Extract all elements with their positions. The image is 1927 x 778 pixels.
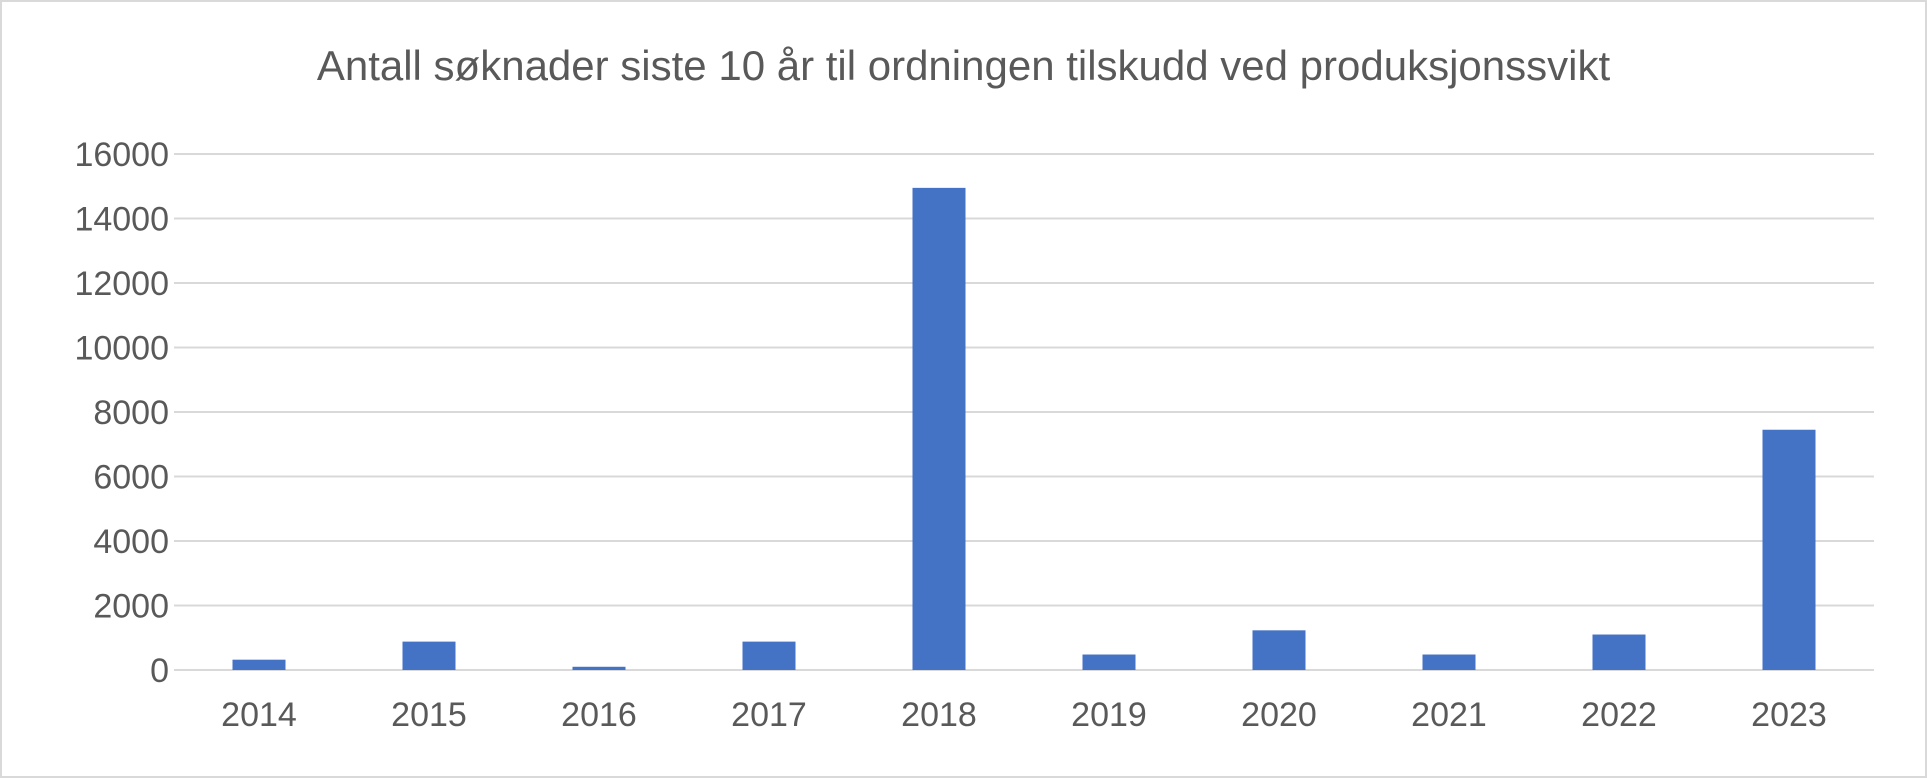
- y-tick-label: 14000: [74, 201, 169, 239]
- x-tick-label: 2022: [1581, 696, 1657, 734]
- y-tick-label: 16000: [74, 136, 169, 174]
- y-tick-label: 10000: [74, 330, 169, 368]
- y-tick-label: 2000: [93, 588, 169, 626]
- x-tick-label: 2014: [221, 696, 297, 734]
- y-tick-label: 6000: [93, 459, 169, 497]
- x-tick-label: 2018: [901, 696, 977, 734]
- x-tick-label: 2015: [391, 696, 467, 734]
- y-tick-label: 0: [150, 652, 169, 690]
- bar-2014: [232, 659, 286, 670]
- x-tick-label: 2016: [561, 696, 637, 734]
- x-tick-label: 2021: [1411, 696, 1487, 734]
- x-tick-label: 2020: [1241, 696, 1317, 734]
- y-axis-ticks: 0 2000 4000 6000 8000 10000 12000 14000 16000: [74, 136, 169, 690]
- x-tick-label: 2019: [1071, 696, 1147, 734]
- y-tick-label: 12000: [74, 265, 169, 303]
- y-tick-label: 8000: [93, 394, 169, 432]
- x-tick-label: 2017: [731, 696, 807, 734]
- bar-2015: [402, 641, 456, 670]
- bar-2017: [742, 641, 796, 670]
- gridlines: [174, 153, 1874, 671]
- bar-2021: [1422, 654, 1476, 670]
- bar-2022: [1592, 634, 1646, 670]
- bar-2023: [1762, 429, 1816, 670]
- x-axis-ticks: 2014 2015 2016 2017 2018 2019 2020 2021 2022 2023: [221, 696, 1827, 734]
- bar-2018: [912, 187, 966, 671]
- bar-2016: [572, 666, 626, 670]
- bar-2020: [1252, 630, 1306, 670]
- chart-title: Antall søknader siste 10 år til ordninge…: [316, 42, 1611, 89]
- bars: [232, 187, 1816, 671]
- x-tick-label: 2023: [1751, 696, 1827, 734]
- y-tick-label: 4000: [93, 523, 169, 561]
- bar-2019: [1082, 654, 1136, 670]
